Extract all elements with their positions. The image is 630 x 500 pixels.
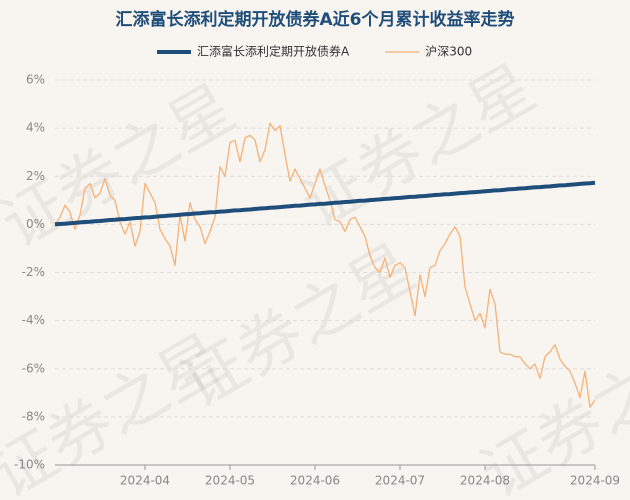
- y-tick-label: 6%: [26, 73, 45, 87]
- y-tick-label: 0%: [26, 217, 45, 231]
- y-tick-label: -6%: [22, 361, 45, 375]
- y-tick-label: -4%: [22, 313, 45, 327]
- y-tick-label: 2%: [26, 169, 45, 183]
- y-tick-label: -8%: [22, 409, 45, 423]
- x-tick-label: 2024-08: [460, 474, 510, 488]
- y-tick-label: -2%: [22, 265, 45, 279]
- x-tick-label: 2024-05: [205, 474, 255, 488]
- legend-label: 汇添富长添利定期开放债券A: [197, 44, 350, 59]
- watermark: 证券之星: [0, 71, 248, 263]
- x-tick-label: 2024-04: [120, 474, 170, 488]
- series-line: [54, 180, 596, 227]
- chart-title: 汇添富长添利定期开放债券A近6个月累计收益率走势: [116, 9, 515, 30]
- watermark: 证券之星: [289, 51, 548, 243]
- x-tick-label: 2024-07: [375, 474, 425, 488]
- x-tick-label: 2024-06: [290, 474, 340, 488]
- series-line: [54, 122, 596, 408]
- x-tick-label: 2024-09: [570, 474, 620, 488]
- y-tick-label: 4%: [26, 121, 45, 135]
- legend-label: 沪深300: [425, 45, 472, 59]
- y-tick-label: -10%: [14, 458, 45, 472]
